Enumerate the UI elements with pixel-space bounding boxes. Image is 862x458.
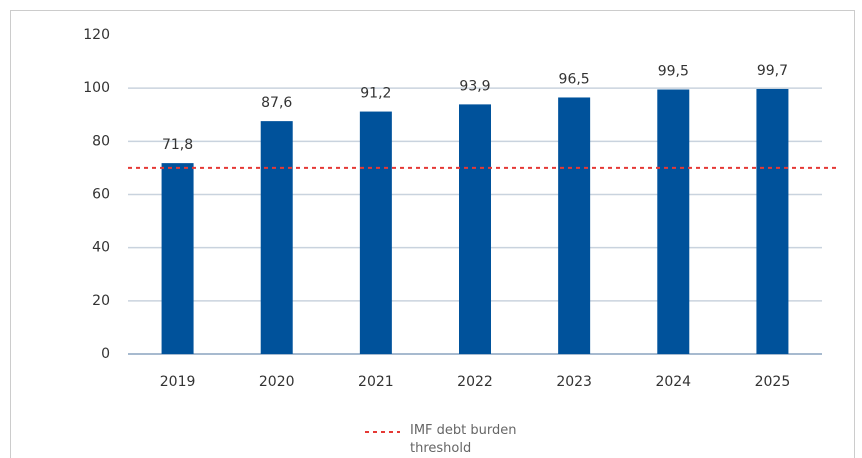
y-tick-label: 120: [83, 27, 110, 43]
value-label: 91,2: [360, 86, 391, 102]
frame: [10, 10, 855, 458]
value-label: 87,6: [261, 95, 292, 111]
y-tick-label: 60: [92, 187, 110, 203]
bar: [756, 88, 789, 354]
value-label: 93,9: [459, 78, 490, 94]
x-tick-label: 2024: [655, 374, 691, 390]
x-tick-label: 2025: [755, 374, 791, 390]
x-tick-label: 2023: [556, 374, 592, 390]
bar: [359, 111, 392, 354]
y-tick-label: 100: [83, 80, 110, 96]
x-tick-label: 2021: [358, 374, 394, 390]
y-tick-label: 0: [101, 346, 110, 362]
value-label: 99,7: [757, 63, 788, 79]
y-tick-label: 80: [92, 133, 110, 149]
value-label: 99,5: [658, 63, 689, 79]
bar: [260, 121, 293, 354]
x-tick-label: 2022: [457, 374, 493, 390]
x-tick-label: 2019: [160, 374, 196, 390]
value-label: 96,5: [559, 71, 590, 87]
legend-label: IMF debt burden threshold: [410, 423, 517, 456]
legend: IMF debt burden threshold: [410, 423, 517, 456]
bar: [657, 89, 690, 354]
x-tick-label: 2020: [259, 374, 295, 390]
bar: [161, 163, 194, 354]
y-tick-label: 20: [92, 293, 110, 309]
bar: [558, 97, 591, 355]
value-label: 71,8: [162, 137, 193, 153]
y-tick-label: 40: [92, 240, 110, 256]
bar: [459, 104, 491, 354]
